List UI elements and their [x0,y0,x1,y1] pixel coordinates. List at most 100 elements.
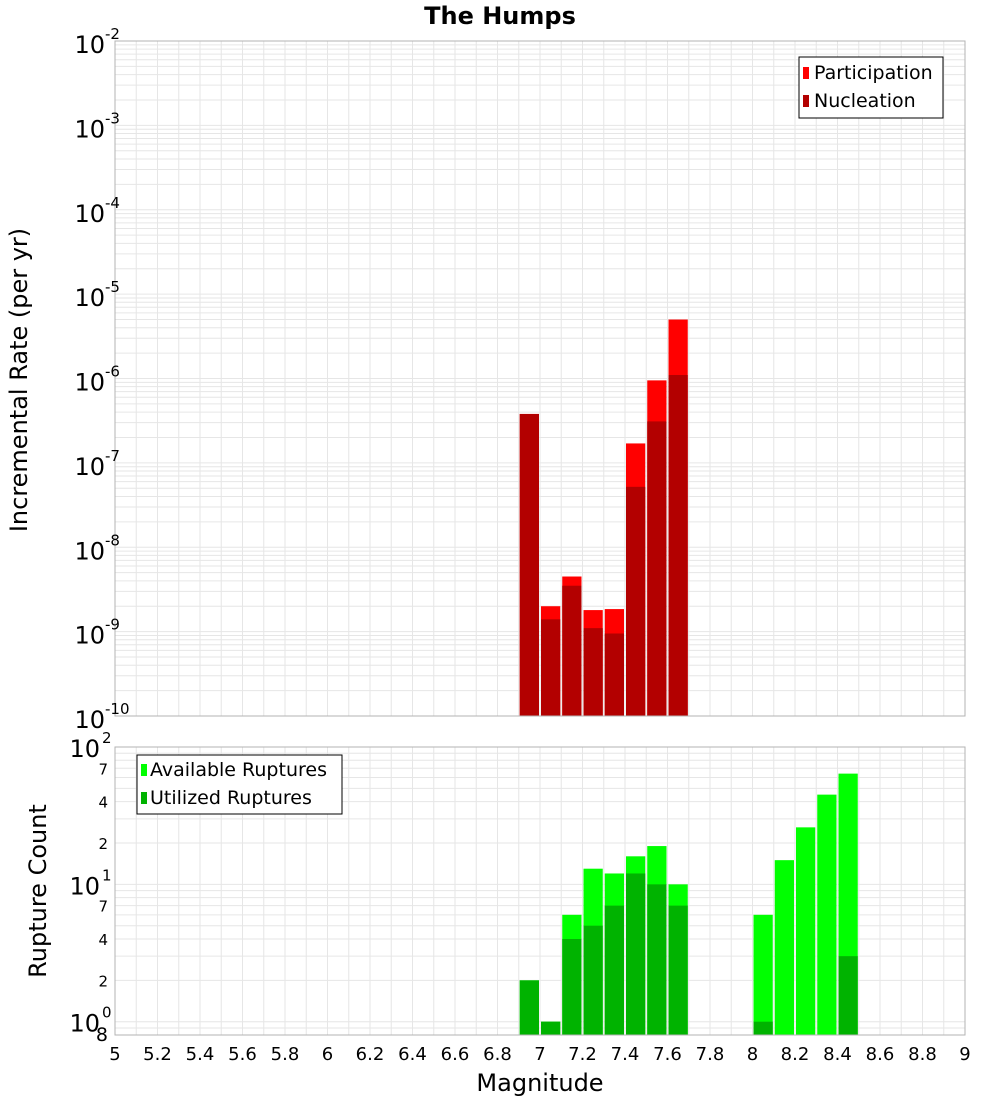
x-tick-label: 5.8 [271,1044,300,1065]
bottom-legend: Available Ruptures Utilized Ruptures [136,754,343,815]
bottom-bar-b-2 [562,939,582,1035]
x-tick-label: 6.2 [356,1044,385,1065]
top-y-tick-base: 10 [74,706,105,734]
bottom-bar-b-6 [647,884,667,1035]
x-tick-label: 6.8 [483,1044,512,1065]
top-y-tick: 10 -5 [74,278,120,312]
ticks-layer: 5 5.2 5.4 5.6 5.8 6 6.2 6.4 6.6 6.8 7 7.2 7.4 7.6 7.8 8… [69,25,970,1065]
top-y-tick-exp: -6 [105,363,120,381]
x-tick-label: 7 [534,1044,545,1065]
bottom-y-tick: 2 [98,835,108,853]
legend-label-nucleation: Nucleation [814,90,916,112]
bottom-bar-a-10 [796,827,816,1035]
bottom-bar-b-1 [541,1021,561,1035]
x-tick-label: 7.4 [611,1044,640,1065]
legend-label-utilized: Utilized Ruptures [150,787,312,809]
top-legend-box [798,56,944,119]
bottom-y-tick-base: 10 [69,1010,100,1038]
legend-swatch-utilized [141,792,147,804]
legend-swatch-participation [803,67,809,79]
top-y-axis-label: Incremental Rate (per yr) [5,228,33,532]
top-y-tick: 10 -6 [74,363,120,397]
x-tick-label: 6.6 [441,1044,470,1065]
bottom-y-tick-exp: 1 [102,866,112,884]
x-tick-label: 5.6 [228,1044,257,1065]
x-tick-label: 9 [959,1044,970,1065]
top-y-tick-base: 10 [74,284,105,312]
bottom-y-tick-label: 7 [98,760,108,778]
top-plot-frame [114,40,966,717]
top-bar-b-6 [647,421,667,716]
x-tick-label: 8.8 [908,1044,937,1065]
bottom-y-tick: 4 [98,794,108,812]
x-tick-label: 7.8 [696,1044,725,1065]
legend-label-available: Available Ruptures [150,759,327,781]
bottom-y-tick-exp: 2 [102,729,112,747]
bottom-plot-frame [114,746,966,1036]
top-bar-b-3 [583,628,603,716]
frame-layer [114,40,966,1036]
legend-swatch-available [141,764,147,776]
bottom-y-tick: 2 [98,972,108,990]
top-y-tick-exp: -2 [105,25,120,43]
bottom-y-tick-label: 4 [98,794,108,812]
x-tick-label: 5.4 [186,1044,215,1065]
x-tick-label: 7.2 [568,1044,597,1065]
top-y-tick-base: 10 [74,369,105,397]
chart-title: The Humps [424,2,576,30]
bottom-legend-box [136,754,343,815]
top-bar-b-4 [604,633,624,716]
bars-layer [519,319,858,1035]
bottom-y-tick-base: 10 [69,735,100,763]
bottom-y-tick-exp: 0 [102,1004,112,1022]
bottom-bar-b-5 [626,873,646,1035]
top-y-tick: 10 -2 [74,25,120,59]
bottom-y-axis-label: Rupture Count [24,804,52,978]
x-tick-label: 8.4 [823,1044,852,1065]
top-y-tick-base: 10 [74,200,105,228]
top-y-tick-base: 10 [74,537,105,565]
x-tick-label: 8 [747,1044,758,1065]
top-y-tick-exp: -5 [105,278,120,296]
bottom-y-tick: 7 [98,898,108,916]
top-y-tick-exp: -4 [105,194,120,212]
top-y-tick-exp: -10 [105,700,130,718]
x-axis-label: Magnitude [476,1069,603,1097]
grid-layer [114,41,966,1036]
x-tick-label: 8.6 [866,1044,895,1065]
top-y-tick: 10 -8 [74,531,120,565]
top-y-tick: 10 -3 [74,109,120,143]
bottom-y-tick-label: 2 [98,972,108,990]
top-bar-b-5 [626,486,646,716]
x-tick-label: 6 [322,1044,333,1065]
top-bar-b-0 [519,413,539,716]
top-y-tick-exp: -9 [105,616,120,634]
bottom-y-tick-label: 2 [98,835,108,853]
top-y-tick-exp: -3 [105,109,120,127]
top-bar-b-7 [668,375,688,716]
bottom-bar-b-8 [753,1021,773,1035]
top-y-tick: 10 -7 [74,447,120,481]
bottom-bar-a-9 [774,860,794,1035]
top-bar-b-2 [562,585,582,716]
bottom-y-tick: 10 2 [69,729,111,763]
x-tick-label: 6.4 [398,1044,427,1065]
top-y-tick-base: 10 [74,31,105,59]
top-y-tick: 10 -4 [74,194,120,228]
bottom-bar-a-8 [753,914,773,1035]
top-bar-b-1 [541,619,561,716]
legend-swatch-nucleation [803,95,809,107]
x-tick-label: 7.6 [653,1044,682,1065]
top-y-tick-base: 10 [74,453,105,481]
bottom-y-tick: 4 [98,931,108,949]
bottom-y-tick: 10 1 [69,866,111,900]
bottom-y-tick-label: 7 [98,898,108,916]
bottom-y-tick: 7 [98,760,108,778]
top-y-tick-base: 10 [74,115,105,143]
bottom-y-tick-base: 10 [69,872,100,900]
x-tick-label: 8.2 [781,1044,810,1065]
bottom-bar-b-7 [668,905,688,1035]
x-tick-label: 5.2 [143,1044,172,1065]
